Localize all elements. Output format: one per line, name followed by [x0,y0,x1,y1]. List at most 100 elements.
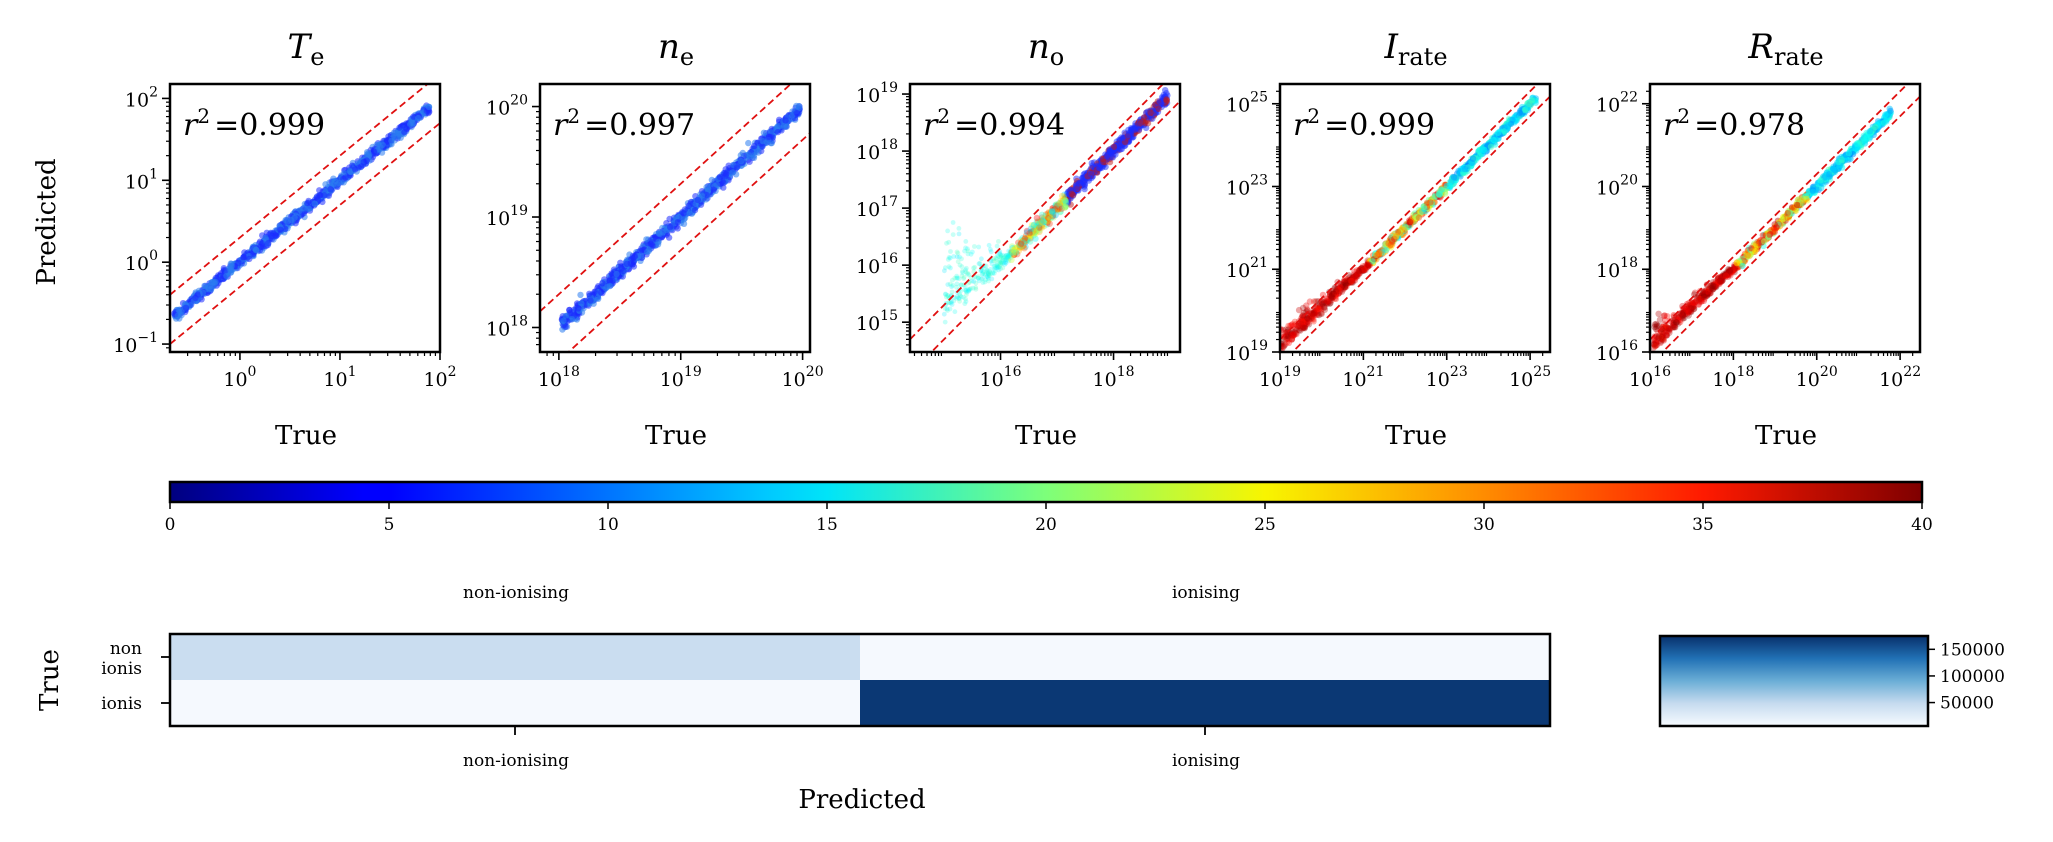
scatter-point [1310,312,1317,319]
scatter-point [1358,265,1365,272]
scatter-point [1803,192,1810,200]
scatter-point [1016,242,1023,250]
scatter-point [1000,257,1006,263]
scatter-point [1352,272,1360,279]
scatter-point [1027,233,1034,240]
scatter-point [1315,311,1323,319]
scatter-point [1796,201,1803,209]
scatter-point [1734,261,1742,268]
colorbar-tick-label: 15 [816,515,838,535]
scatter-point [1296,322,1303,330]
scatter-point [1664,325,1672,332]
scatter-point [1717,278,1725,285]
scatter-point [954,254,960,260]
scatter-point [982,271,987,277]
scatter-point [1432,194,1440,201]
scatter-point [1662,331,1670,338]
scatter-point [1411,213,1419,220]
scatter-point [1740,253,1747,261]
scatter-point [1754,240,1761,248]
scatter-point [578,300,585,307]
scatter-point [1798,200,1805,207]
scatter-point [1029,228,1036,236]
scatter-point [1729,267,1737,274]
scatter-point [1655,334,1662,341]
scatter-point [1408,218,1415,225]
scatter-point [1376,249,1383,257]
scatter-point [175,306,182,314]
scatter-point [1038,219,1045,227]
scatter-point [1756,241,1763,248]
scatter-point [1307,312,1314,320]
scatter-point [1415,210,1423,217]
scatter-point [1675,317,1682,324]
scatter-point [1047,208,1055,215]
scatter-point [1696,298,1703,305]
scatter-point [1718,277,1726,284]
scatter-point [1660,334,1667,342]
scatter-point [984,274,990,279]
scatter-point [1673,319,1681,326]
scatter-point [1052,211,1059,219]
scatter-point [989,261,995,267]
scatter-point [1711,281,1719,288]
scatter-point [1710,284,1718,291]
scatter-point [1760,242,1767,250]
scatter-point [1680,309,1687,317]
heatmap-cell [860,634,1550,680]
scatter-point [1735,264,1742,271]
scatter-point [1330,290,1337,297]
scatter-point [1008,256,1015,263]
scatter-point [1392,235,1399,242]
scatter-point [952,275,958,281]
scatter-point [952,309,958,315]
scatter-point [1726,268,1733,276]
scatter-point [1392,235,1400,242]
scatter-point [1651,341,1658,348]
scatter-point [1385,241,1393,249]
scatter-point [1008,251,1014,257]
scatter-point [1710,281,1717,288]
scatter-point [1717,274,1725,281]
scatter-point [1729,267,1736,274]
scatter-point [751,142,758,150]
scatter-point [745,151,752,159]
scatter-point [1714,276,1722,283]
scatter-point [1060,194,1068,201]
scatter-point [966,272,972,277]
scatter-point [1661,324,1669,332]
scatter-point [1702,289,1710,297]
scatter-point [1006,254,1012,260]
scatter-point [1007,253,1013,259]
scatter-point [1835,158,1842,165]
scatter-point [782,117,789,124]
scatter-point [1503,122,1511,129]
scatter-point [1043,217,1051,225]
scatter-point [1755,239,1762,246]
scatter-point [603,283,611,291]
scatter-point [1044,219,1051,226]
scatter-point [1698,294,1705,301]
scatter-point [793,102,800,110]
scatter-point [1343,276,1351,283]
scatter-point [1730,266,1738,273]
scatter-point [1303,315,1310,323]
scatter-point [1428,198,1436,205]
scatter-point [1038,217,1045,224]
scatter-point [1328,292,1335,300]
scatter-point [1794,196,1802,203]
scatter-point [703,191,710,199]
scatter-point [1000,256,1006,261]
scatter-point [1307,315,1314,322]
scatter-point [1421,202,1428,210]
scatter-point [1026,233,1034,240]
scatter-point [1660,336,1667,343]
scatter-point [1376,249,1383,257]
scatter-point [1803,195,1810,203]
scatter-point [1316,300,1323,308]
scatter-point [986,273,992,278]
scatter-point [1012,248,1019,256]
scatter-point [1358,267,1366,274]
scatter-point [1716,277,1723,285]
scatter-point [1407,220,1414,227]
